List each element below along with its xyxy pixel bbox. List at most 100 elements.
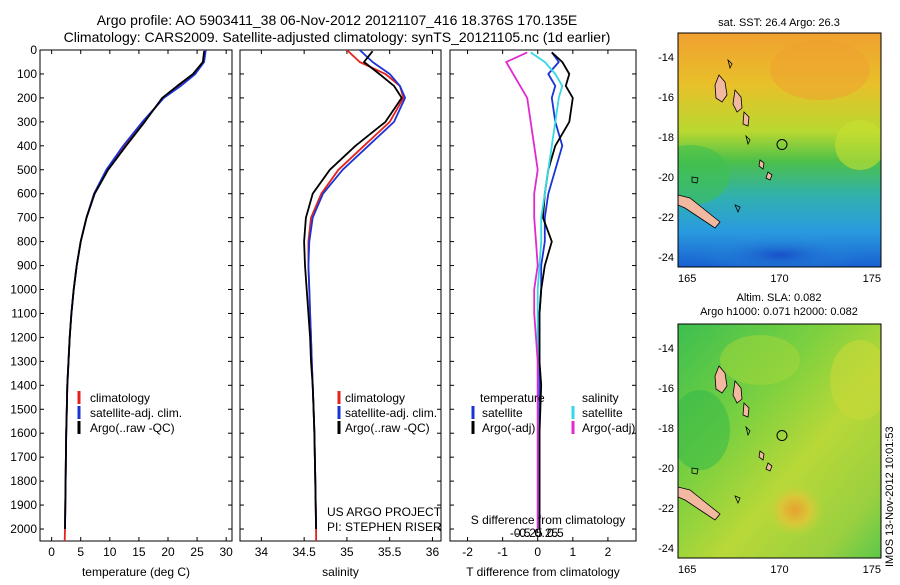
series-line-temperature-satellite [538, 51, 564, 529]
s-tick-label: 0.25 [535, 526, 559, 540]
x-axis-label: temperature (deg C) [82, 565, 190, 579]
s-tick-label: -0.5 [510, 526, 531, 540]
series-line-satellite-adj-clim- [64, 50, 207, 530]
y-tick-label: 500 [17, 163, 37, 177]
series-line-temperature-argo-adj- [538, 51, 574, 529]
y-tick-label: 300 [17, 115, 37, 129]
x-axis-label: salinity [322, 565, 359, 579]
imos-timestamp: IMOS 13-Nov-2012 10:01:53 [884, 426, 896, 567]
legend-label-temp-satellite: satellite [482, 406, 523, 420]
project-annotation: US ARGO PROJECT [327, 505, 442, 519]
y-tick-label: 700 [17, 211, 37, 225]
sla-map-y-tick-label: -14 [658, 343, 674, 355]
x-tick-label: 34 [255, 545, 269, 559]
x-tick-label: 0 [48, 545, 55, 559]
legend-label-sal-satellite: satellite [582, 406, 623, 420]
sst-map-y-tick-label: -20 [658, 172, 674, 184]
series-group [63, 50, 207, 541]
legend-label-satellite: satellite-adj. clim. [90, 406, 182, 420]
x-tick-label: 35 [340, 545, 354, 559]
y-tick-label: 1800 [10, 474, 37, 488]
series-layer [63, 50, 574, 541]
argo-position-marker [776, 139, 788, 151]
series-line-climatology [307, 50, 405, 541]
sst-map-title: sat. SST: 26.4 Argo: 26.3 [718, 17, 840, 29]
x-tick-label: 5 [77, 545, 84, 559]
y-tick-label: 1900 [10, 498, 37, 512]
legend-heading-temperature: temperature [480, 391, 545, 405]
x-tick-label: -2 [462, 545, 473, 559]
legend-label-climatology: climatology [345, 391, 405, 405]
sla-map-x-tick-label: 175 [863, 564, 881, 576]
series-line-salinity-argo-adj- [505, 51, 539, 529]
sla-map-y-tick-label: -24 [658, 543, 674, 555]
sst-map-y-tick-label: -16 [658, 92, 674, 104]
difference-legend: temperature satellite Argo(-adj) salinit… [471, 391, 635, 435]
y-tick-label: 1300 [10, 354, 37, 368]
y-tick-label: 1500 [10, 402, 37, 416]
y-tick-label: 1700 [10, 450, 37, 464]
y-tick-label: 0 [30, 43, 37, 57]
sla-map-y-tick-label: -22 [658, 503, 674, 515]
sla-map-y-tick-label: -20 [658, 463, 674, 475]
sst-map-y-tick-label: -22 [658, 212, 674, 224]
legend-label-argo: Argo(..raw -QC) [345, 421, 430, 435]
difference-panel [449, 49, 637, 542]
temperature-panel [39, 49, 233, 542]
sla-map-y-tick-label: -16 [658, 383, 674, 395]
axes-layer: 0100200300400500600700800900100011001200… [10, 43, 881, 579]
x-tick-label: 35.5 [378, 545, 402, 559]
series-group [303, 50, 407, 541]
x-tick-label: 30 [220, 545, 234, 559]
sst-map-x-tick-label: 170 [770, 273, 788, 285]
x-tick-label: 25 [190, 545, 204, 559]
legend-label-temp-argo: Argo(-adj) [482, 421, 535, 435]
x-tick-label: 15 [132, 545, 146, 559]
sst-map-frame [677, 32, 882, 268]
sla-map-title-line1: Altim. SLA: 0.082 [737, 292, 822, 304]
x-tick-label: 34.5 [292, 545, 316, 559]
sst-map-x-tick-label: 175 [863, 273, 881, 285]
y-tick-label: 1400 [10, 378, 37, 392]
salinity-legend: climatology satellite-adj. clim. Argo(..… [337, 391, 437, 435]
s-tick-label: 0 [534, 526, 541, 540]
y-tick-label: 1000 [10, 283, 37, 297]
sla-map-x-tick-label: 165 [678, 564, 696, 576]
argo-position-marker [776, 430, 788, 442]
sla-map-y-tick-label: -18 [658, 423, 674, 435]
y-tick-label: 100 [17, 67, 37, 81]
series-line-argo-raw-qc- [303, 50, 403, 530]
legend-label-climatology: climatology [90, 391, 150, 405]
legend-label-sal-argo: Argo(-adj) [582, 421, 635, 435]
sst-map-y-tick-label: -18 [658, 132, 674, 144]
x-tick-label: 10 [103, 545, 117, 559]
y-tick-label: 600 [17, 187, 37, 201]
x-tick-label: 2 [605, 545, 612, 559]
series-line-salinity-satellite [530, 51, 564, 529]
sla-map-x-tick-label: 170 [770, 564, 788, 576]
pi-annotation: PI: STEPHEN RISER [327, 520, 442, 534]
x-axis-label: T difference from climatology [466, 565, 620, 579]
legend-label-satellite: satellite-adj. clim. [345, 406, 437, 420]
y-tick-label: 900 [17, 259, 37, 273]
x-tick-label: 0 [534, 545, 541, 559]
legend-label-argo: Argo(..raw -QC) [90, 421, 175, 435]
s-tick-label: -0.25 [515, 526, 543, 540]
sst-map-x-tick-label: 165 [678, 273, 696, 285]
x-tick-label: 20 [161, 545, 175, 559]
x-tick-label: 1 [569, 545, 576, 559]
figure-subtitle: Climatology: CARS2009. Satellite-adjuste… [64, 29, 611, 45]
salinity-panel [239, 49, 442, 542]
sla-map-title-line2: Argo h1000: 0.071 h2000: 0.082 [700, 306, 858, 318]
x-tick-label: 36 [426, 545, 440, 559]
sst-map-y-tick-label: -24 [658, 252, 674, 264]
legend-heading-salinity: salinity [582, 391, 619, 405]
y-tick-label: 200 [17, 91, 37, 105]
figure-title: Argo profile: AO 5903411_38 06-Nov-2012 … [97, 12, 578, 28]
y-tick-label: 1600 [10, 426, 37, 440]
y-tick-label: 1200 [10, 330, 37, 344]
y-tick-label: 800 [17, 235, 37, 249]
series-line-argo-raw-qc- [64, 51, 205, 530]
